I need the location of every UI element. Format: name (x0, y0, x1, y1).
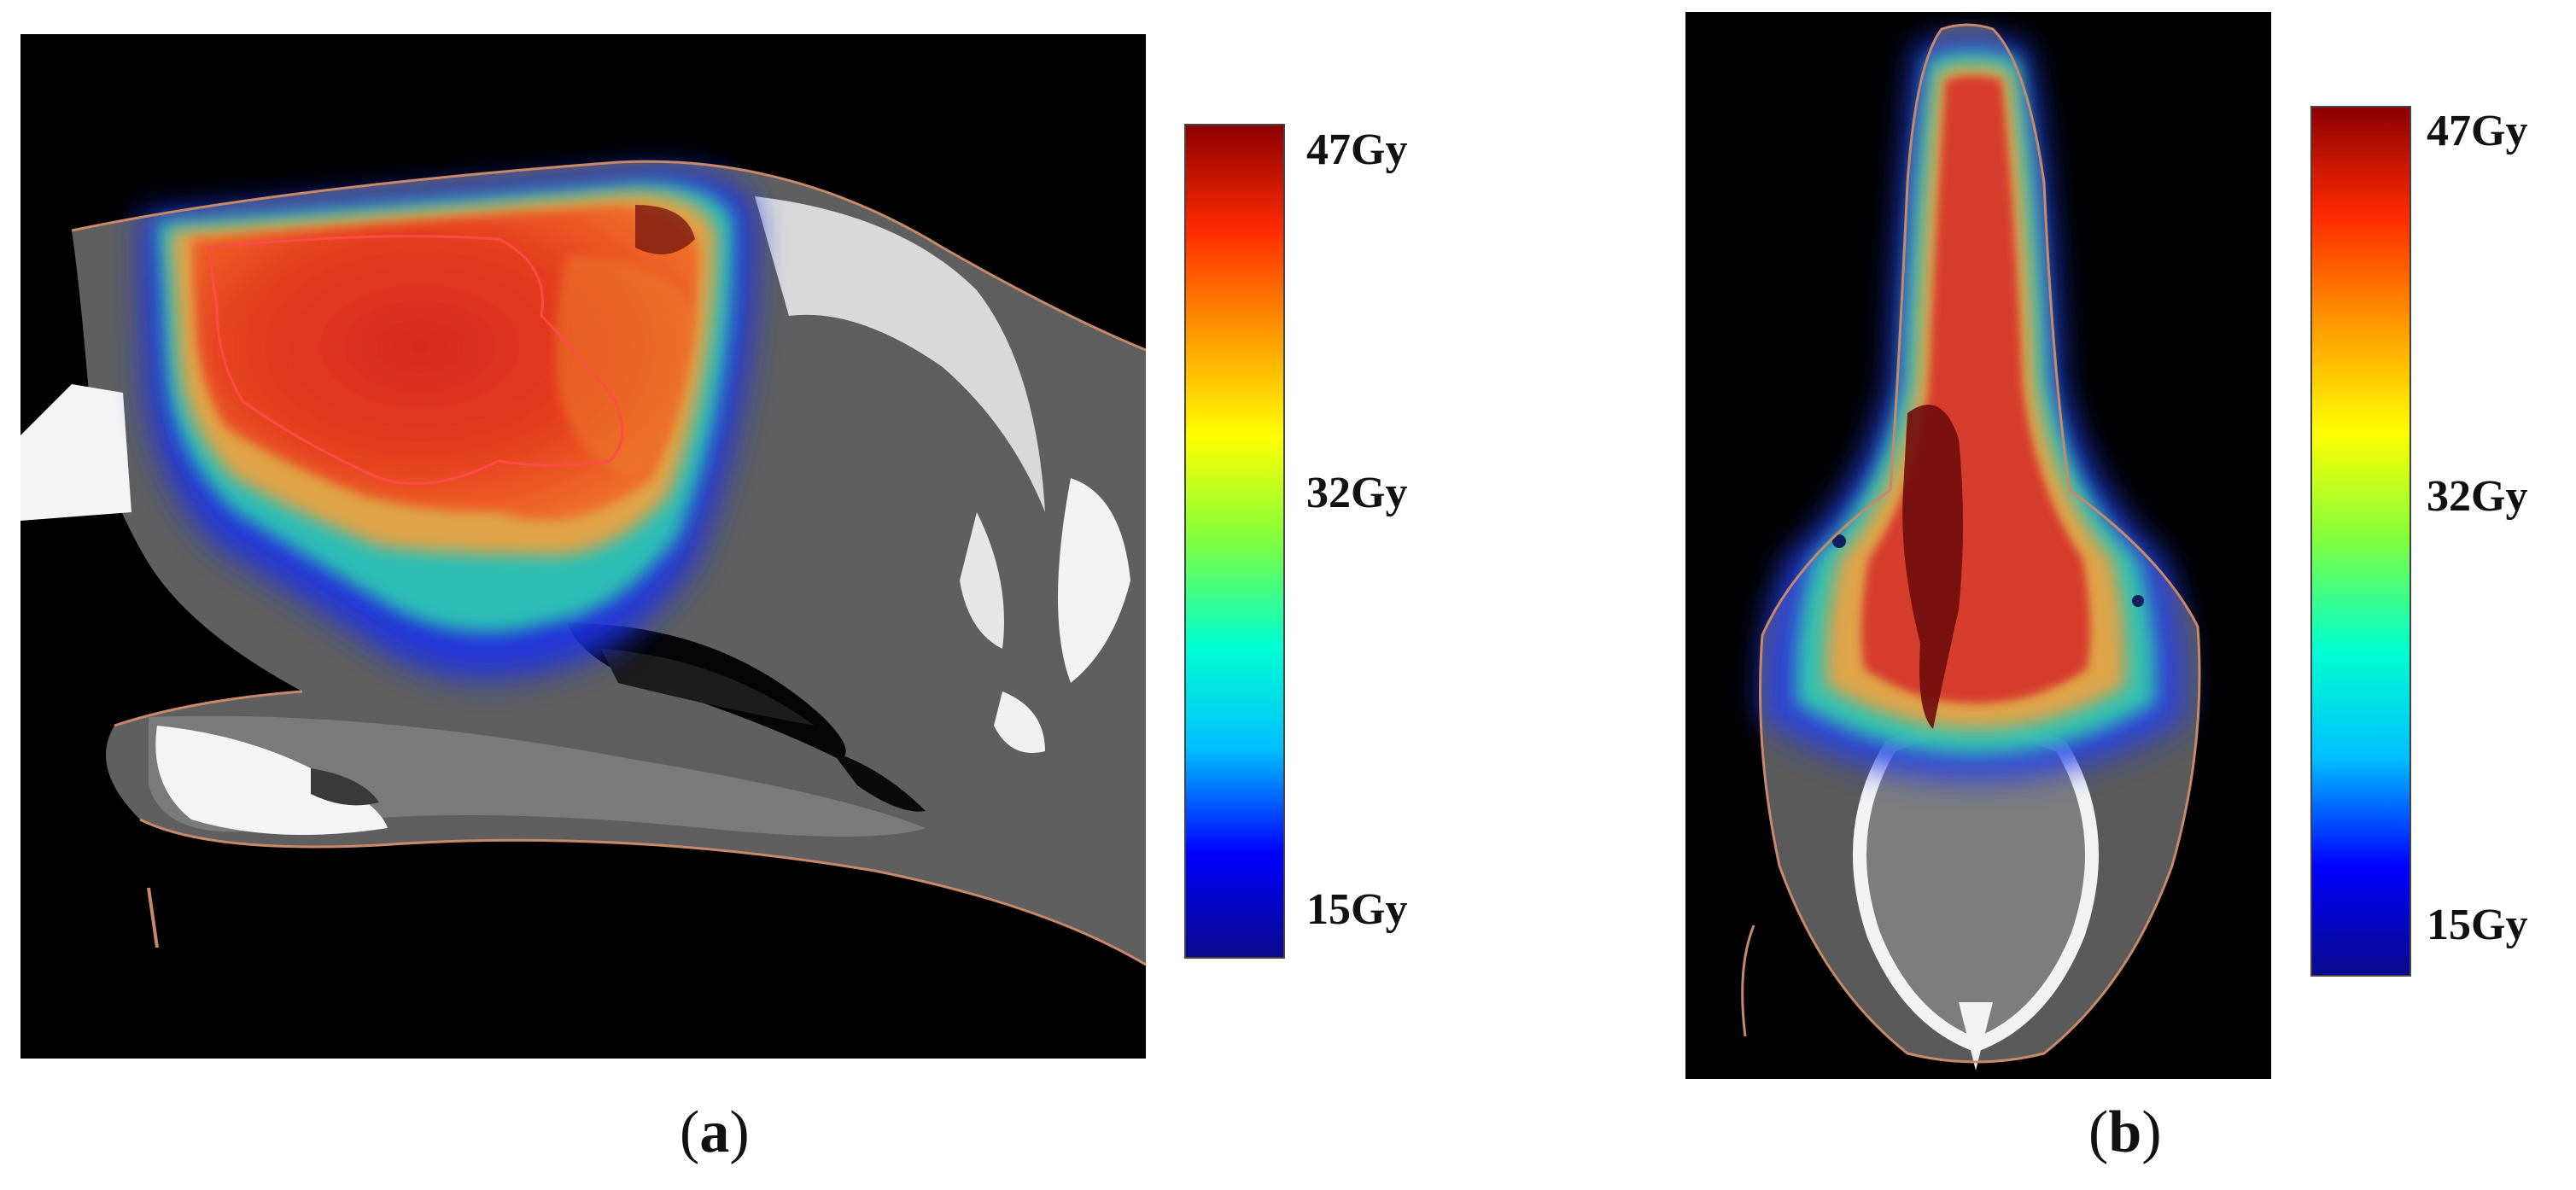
dark-spot (2132, 595, 2144, 607)
panel-label-b: (b) (2088, 1100, 2162, 1165)
dose-subregion (555, 256, 695, 478)
panel-label-a: (a) (680, 1100, 750, 1165)
skin-contour (1759, 23, 2201, 1064)
skull-bone (755, 196, 1045, 512)
dark-spot (635, 205, 695, 254)
airway-inner (601, 649, 815, 726)
dose-colorbar (2310, 106, 2411, 977)
colorbar-mid-label: 32Gy (2427, 472, 2528, 521)
colorbar-max-label: 47Gy (1306, 125, 1408, 174)
tumor-region (1902, 405, 1963, 729)
colorbar-mid-label: 32Gy (1306, 469, 1408, 517)
target-contour (207, 235, 624, 486)
sagittal-dose-overlay (20, 160, 1146, 966)
dose-colorbar (1184, 124, 1285, 959)
dark-spot (1832, 534, 1846, 548)
skull-crest (1959, 1002, 1993, 1070)
brain-region (1860, 729, 2092, 1045)
axial-dose-overlay (1741, 23, 2201, 1070)
mandible-bone (155, 726, 388, 835)
colorbar-max-label: 47Gy (2427, 107, 2528, 155)
skin-contour (114, 690, 1146, 966)
skin-contour (71, 160, 1146, 352)
airway-lower (832, 751, 926, 812)
positioning-block (20, 384, 131, 521)
tooth-root (311, 768, 379, 806)
bone-fragment (960, 512, 1004, 649)
ct-image-sagittal (20, 34, 1146, 1059)
colorbar-min-label: 15Gy (2427, 901, 2528, 949)
colorbar-min-label: 15Gy (1306, 885, 1408, 934)
bone-fragment (994, 691, 1045, 753)
ct-image-axial (1685, 12, 2271, 1079)
skin-contour (147, 887, 159, 948)
skin-contour (1741, 925, 1755, 1037)
cervical-bone (1058, 478, 1130, 683)
